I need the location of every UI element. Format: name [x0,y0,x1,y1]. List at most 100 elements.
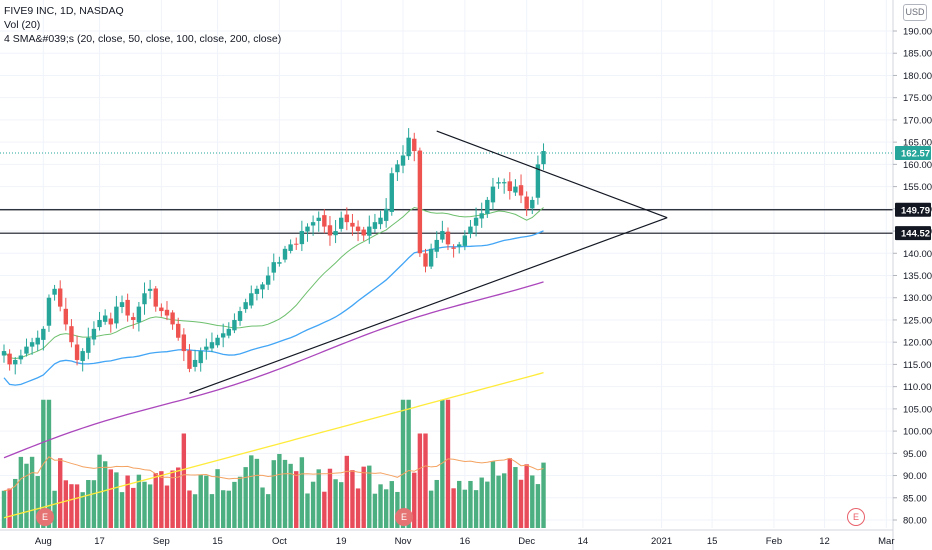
trend-line [189,217,668,394]
candle [333,220,338,244]
candle-body [372,222,378,229]
candle-body [41,328,46,340]
time-axis: Aug 17 Sep 15 Oct 19 Nov 16 Dec 14 2021 15 Feb 12 Mar [0,529,895,547]
volume-bar [490,461,496,528]
candle [417,147,423,257]
candle [220,323,226,348]
price-tick-label: 105.00 [903,404,932,415]
volume-bar [367,465,372,528]
candle [355,220,361,242]
earnings-icon-aug[interactable]: E [36,508,54,526]
volume-bar [18,456,24,528]
volume-bar [389,481,394,528]
volume-bar [428,490,434,528]
candle [350,213,355,236]
candle-body [119,302,125,308]
candle [131,312,136,329]
volume-bar [153,473,158,528]
price-tick-label: 170.00 [903,115,932,126]
candle [29,337,35,355]
candle-body [457,244,462,247]
volume-bar [108,469,113,528]
volume-bar [1,490,7,528]
candle-body [176,323,181,338]
candle [400,145,406,174]
candle [457,241,462,254]
candle-body [260,284,265,290]
earnings-icon-future[interactable]: E [847,508,865,526]
candle [473,207,479,237]
volume-bar [52,490,57,528]
candle-body [288,244,293,251]
volume-bar [125,475,130,528]
candle [361,226,366,241]
candle-body [406,137,411,157]
volume-bar [7,488,12,528]
volume-bar [181,433,187,528]
volume-bar [187,490,192,528]
time-tick-label: Aug [35,536,52,547]
candle-body [524,196,529,209]
time-tick-label: 16 [460,536,471,547]
candle [490,177,496,210]
volume-bar [159,471,164,528]
candle [440,220,445,243]
candle-body [355,226,361,232]
volume-bar [485,481,490,528]
price-tick-label: 100.00 [903,427,932,438]
candle-body [440,231,445,240]
volume-bar [496,475,501,528]
volume-bar [288,463,293,528]
price-tick-label: 140.00 [903,249,932,260]
candle [518,174,524,204]
candle [339,211,344,232]
earnings-icon-nov[interactable]: E [395,508,413,526]
candle [119,295,125,314]
candle-body [63,308,69,325]
candle [153,286,158,312]
candle-body [232,319,237,331]
candle [46,294,52,332]
candle-body [395,164,400,173]
candle [35,330,40,352]
candle-body [69,326,74,343]
price-tick-label: 160.00 [903,160,932,171]
horizontal-levels [0,152,893,234]
volume-bars [1,399,546,528]
volume-bar [541,462,546,528]
volume-bar [142,481,147,528]
volume-bar [209,494,215,528]
price-tick-label: 130.00 [903,293,932,304]
price-tick-label: 120.00 [903,338,932,349]
candle [198,347,203,372]
price-axis: 80.00 85.00 90.00 95.00 100.00 105.00 110.00 11… [892,0,932,550]
volume-bar [260,487,265,528]
price-tick-label: 155.00 [903,182,932,193]
volume-bar [204,475,209,528]
candle [204,338,209,360]
currency-button[interactable]: USD [903,4,927,21]
volume-bar [322,491,327,528]
candle [86,327,91,360]
volume-bar [243,467,248,528]
candle [445,227,451,251]
candle-body [350,222,355,227]
volume-bar [192,494,198,528]
price-tick-label: 90.00 [903,471,927,482]
candle [243,298,248,313]
time-tick-label: 19 [336,536,347,547]
sma-200-line [3,372,544,519]
candle-body [490,186,496,203]
volume-bar [518,479,524,528]
candle-body [333,231,338,236]
candle-body [102,315,108,322]
time-tick-label: Feb [766,536,782,547]
candle [24,338,29,357]
candle-body [226,328,231,336]
time-tick-label: Sep [153,536,170,547]
candle-body [344,214,350,223]
candle [310,215,316,236]
candle-body [147,288,153,291]
volume-bar [445,399,451,528]
